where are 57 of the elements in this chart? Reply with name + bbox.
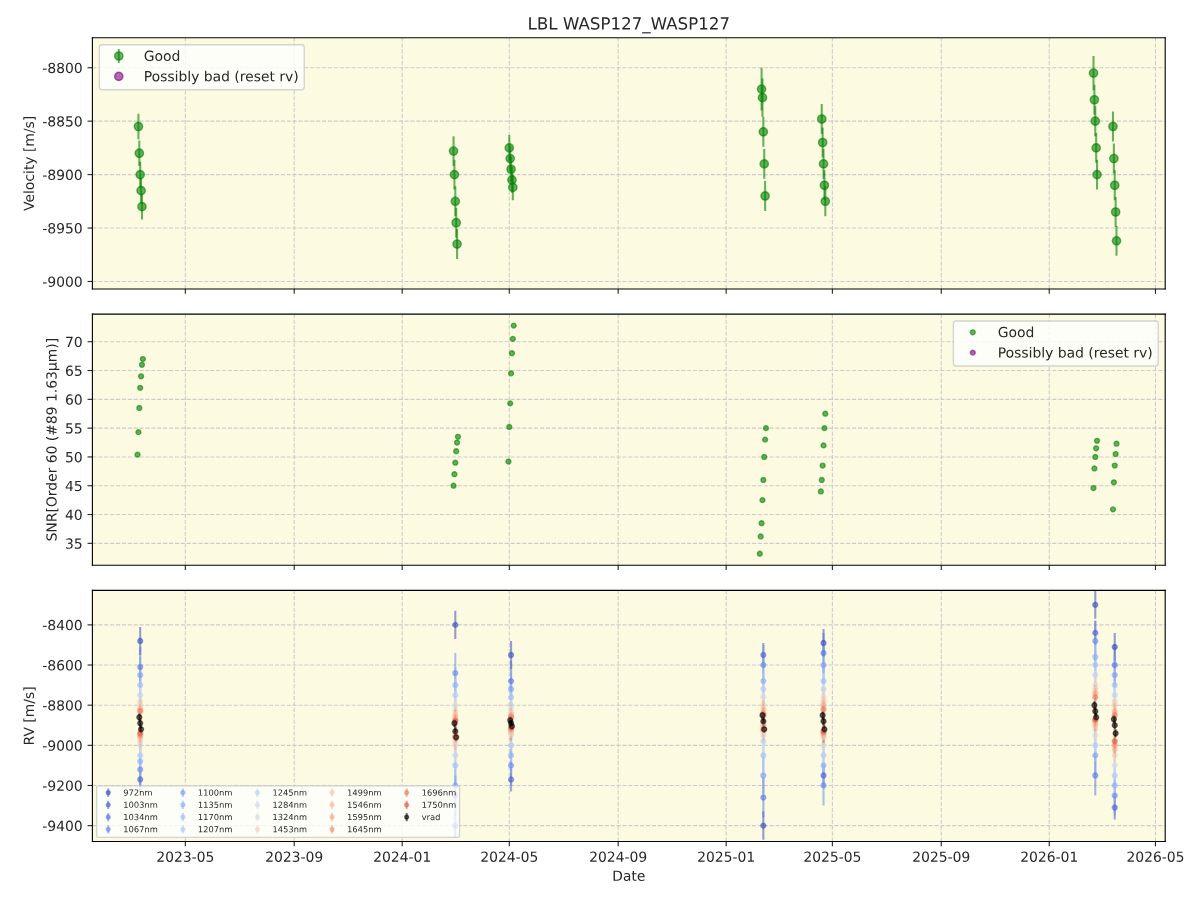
y-tick-label: 70 <box>66 336 82 348</box>
x-tick-label: 2025-09 <box>913 851 970 862</box>
y-tick-label: -8400 <box>43 619 82 631</box>
legend-label: Good <box>144 50 180 62</box>
chart-title: LBL WASP127_WASP127 <box>529 17 729 34</box>
x-tick-label: 2024-09 <box>590 851 647 862</box>
legend-label: Good <box>998 326 1034 338</box>
y-tick-label: -9200 <box>43 780 82 791</box>
y-tick-label: 45 <box>65 480 82 492</box>
legend-label: 1170nm <box>198 813 232 821</box>
y-tick-label: -9000 <box>43 740 82 751</box>
legend-label: 1034nm <box>124 813 158 821</box>
legend-label: 1595nm <box>347 813 381 821</box>
legend-label: 1546nm <box>347 801 381 808</box>
legend-label: 1135nm <box>198 801 232 808</box>
y-tick-label: 55 <box>66 423 82 434</box>
legend-label: vrad <box>421 813 440 821</box>
legend-label: 1284nm <box>273 801 307 808</box>
x-tick-label: 2023-09 <box>266 851 323 862</box>
x-axis-title: Date <box>613 870 645 881</box>
legend-label: 1067nm <box>124 826 158 833</box>
y-tick-label: -8600 <box>43 660 82 671</box>
y-tick-label: -8950 <box>43 223 82 234</box>
x-tick-label: 2024-01 <box>374 851 430 862</box>
legend-label: 1645nm <box>347 826 381 833</box>
legend-label: 1324nm <box>273 813 307 821</box>
legend-label: 1696nm <box>422 789 456 796</box>
legend-label: 972nm <box>123 789 152 796</box>
x-tick-label: 2023-05 <box>157 851 214 862</box>
y-tick-label: -8900 <box>43 169 82 181</box>
legend-label: 1207nm <box>198 826 232 833</box>
y-tick-label: 60 <box>65 394 82 405</box>
y-axis-title: SNR[Order 60 (#89 1.63μm)] <box>46 339 60 541</box>
y-tick-label: 40 <box>65 509 82 521</box>
y-tick-label: -8800 <box>43 62 82 74</box>
y-tick-label: -9400 <box>43 820 82 832</box>
x-tick-label: 2024-05 <box>481 851 538 862</box>
legend-label: 1245nm <box>273 789 307 796</box>
y-tick-label: -8850 <box>43 116 82 127</box>
y-tick-label: 50 <box>66 451 82 463</box>
x-tick-label: 2026-05 <box>1127 851 1184 862</box>
legend-label: Possibly bad (reset rv) <box>145 70 298 85</box>
y-tick-label: 65 <box>65 365 82 376</box>
x-tick-label: 2025-05 <box>804 851 861 862</box>
legend-label: 1453nm <box>273 826 307 833</box>
y-tick-label: -8800 <box>43 700 82 711</box>
legend-label: Possibly bad (reset rv) <box>999 346 1152 361</box>
y-tick-label: -9000 <box>43 276 82 287</box>
x-tick-label: 2026-01 <box>1021 851 1077 862</box>
legend-label: 1100nm <box>198 789 232 796</box>
legend-label: 1499nm <box>347 789 381 796</box>
x-tick-label: 2025-01 <box>698 851 754 862</box>
y-axis-title: Velocity [m/s] <box>23 116 37 211</box>
y-axis-title: RV [m/s] <box>23 687 36 745</box>
y-tick-label: 35 <box>66 538 82 549</box>
legend-label: 1003nm <box>124 801 158 808</box>
legend-label: 1750nm <box>422 801 456 808</box>
